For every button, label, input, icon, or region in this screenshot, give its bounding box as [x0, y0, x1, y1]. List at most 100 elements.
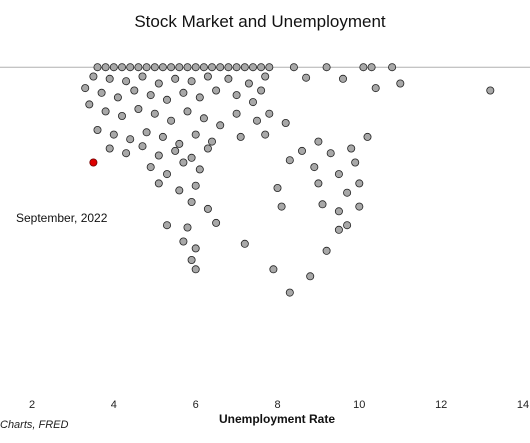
- x-tick-label: 12: [435, 399, 447, 411]
- data-point: [175, 186, 184, 195]
- data-point: [171, 146, 180, 155]
- data-point: [187, 197, 196, 206]
- data-point: [371, 84, 380, 93]
- data-point: [334, 207, 343, 216]
- data-point: [212, 218, 221, 227]
- data-point: [122, 77, 131, 86]
- data-point: [146, 91, 155, 100]
- data-point: [126, 135, 135, 144]
- data-point: [334, 170, 343, 179]
- chart-title: Stock Market and Unemployment: [134, 12, 386, 31]
- data-point: [122, 149, 131, 158]
- data-point: [187, 77, 196, 86]
- data-point: [179, 237, 188, 246]
- data-point: [146, 163, 155, 172]
- x-tick-label: 2: [29, 399, 35, 411]
- data-point: [396, 79, 405, 88]
- data-point: [252, 116, 261, 125]
- data-point: [224, 74, 233, 83]
- data-points: [81, 63, 495, 297]
- data-point: [109, 63, 118, 72]
- data-point: [101, 107, 110, 116]
- data-point: [351, 158, 360, 167]
- data-point: [183, 223, 192, 232]
- highlight-point: [89, 158, 98, 167]
- data-point: [265, 109, 274, 118]
- data-point: [187, 153, 196, 162]
- data-point: [285, 156, 294, 165]
- data-point: [85, 100, 94, 109]
- data-point: [326, 149, 335, 158]
- data-point: [183, 107, 192, 116]
- data-point: [261, 72, 270, 81]
- data-point: [257, 63, 266, 72]
- data-point: [261, 130, 270, 139]
- data-point: [183, 63, 192, 72]
- data-point: [232, 91, 241, 100]
- data-point: [118, 112, 127, 121]
- data-point: [285, 288, 294, 297]
- data-point: [142, 63, 151, 72]
- data-point: [207, 63, 216, 72]
- data-point: [195, 165, 204, 174]
- data-point: [240, 63, 249, 72]
- data-point: [191, 181, 200, 190]
- data-point: [343, 221, 352, 230]
- data-point: [175, 139, 184, 148]
- data-point: [273, 183, 282, 192]
- data-point: [248, 63, 257, 72]
- data-point: [281, 119, 290, 128]
- data-point: [363, 132, 372, 141]
- data-point: [240, 239, 249, 248]
- data-point: [302, 73, 311, 82]
- highlight-annotation: September, 2022: [16, 211, 108, 225]
- data-point: [154, 151, 163, 160]
- data-point: [207, 137, 216, 146]
- x-tick-label: 10: [353, 399, 365, 411]
- data-point: [113, 93, 122, 102]
- data-point: [154, 179, 163, 188]
- data-point: [232, 63, 241, 72]
- data-point: [347, 144, 356, 153]
- data-point: [236, 132, 245, 141]
- data-point: [134, 63, 143, 72]
- data-point: [289, 63, 298, 72]
- data-point: [150, 63, 159, 72]
- data-point: [195, 93, 204, 102]
- data-point: [162, 95, 171, 104]
- data-point: [199, 114, 208, 123]
- data-point: [322, 63, 331, 72]
- data-point: [486, 86, 495, 95]
- data-point: [310, 163, 319, 172]
- data-point: [101, 63, 110, 72]
- data-point: [150, 109, 159, 118]
- data-point: [199, 63, 208, 72]
- data-point: [162, 170, 171, 179]
- data-point: [175, 63, 184, 72]
- data-point: [343, 188, 352, 197]
- data-point: [269, 265, 278, 274]
- data-point: [167, 116, 176, 125]
- data-point: [93, 126, 102, 135]
- data-point: [388, 63, 397, 72]
- source-note: Charts, FRED: [0, 419, 69, 431]
- data-point: [216, 63, 225, 72]
- data-point: [216, 121, 225, 130]
- data-point: [105, 74, 114, 83]
- data-point: [248, 98, 257, 107]
- data-point: [318, 200, 327, 209]
- data-point: [203, 144, 212, 153]
- data-point: [134, 105, 143, 114]
- data-point: [232, 109, 241, 118]
- data-point: [167, 63, 176, 72]
- data-point: [367, 63, 376, 72]
- data-point: [224, 63, 233, 72]
- data-point: [93, 63, 102, 72]
- data-point: [277, 202, 286, 211]
- data-point: [105, 144, 114, 153]
- data-point: [142, 128, 151, 137]
- data-point: [179, 88, 188, 97]
- data-point: [338, 74, 347, 83]
- x-tick-label: 14: [517, 399, 529, 411]
- x-tick-label: 8: [274, 399, 280, 411]
